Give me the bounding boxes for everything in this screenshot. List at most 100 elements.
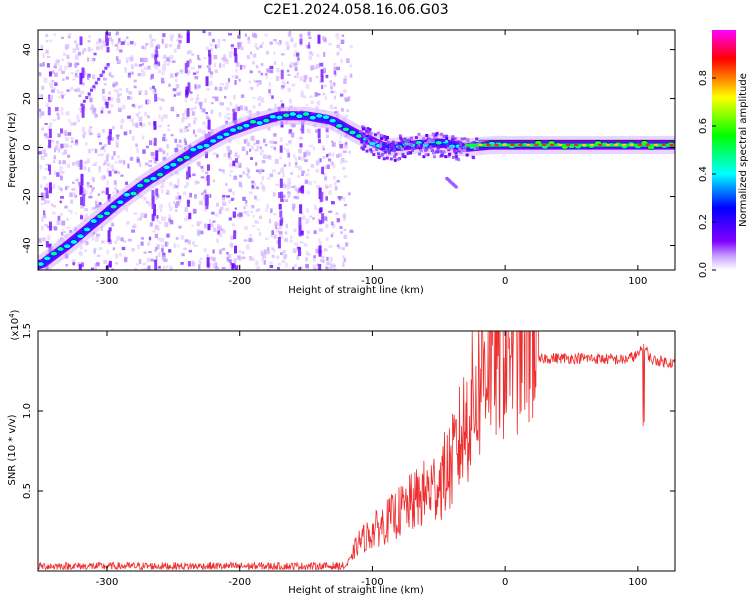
noise-cell <box>330 266 333 270</box>
noise-cell <box>318 228 323 232</box>
noise-cell <box>270 145 273 149</box>
noise-cell <box>257 228 260 231</box>
noise-cell <box>329 256 333 262</box>
noise-cell <box>161 189 164 194</box>
noise-cell <box>193 120 196 125</box>
streak-cell <box>185 171 189 180</box>
noise-cell <box>45 33 49 38</box>
noise-cell <box>162 33 166 38</box>
noise-cell <box>103 144 107 148</box>
noise-cell <box>152 38 156 42</box>
secondary-feature <box>80 103 84 107</box>
noise-cell <box>349 229 354 233</box>
noise-cell <box>266 177 271 180</box>
noise-cell <box>117 155 120 159</box>
turbulence-cell <box>430 147 434 151</box>
snr-frame <box>37 330 676 572</box>
streak-cell <box>301 121 305 134</box>
noise-cell <box>225 183 228 186</box>
noise-cell <box>172 185 175 189</box>
noise-cell <box>74 142 78 146</box>
snr-background <box>38 331 675 571</box>
streak-cell <box>151 199 155 210</box>
noise-cell <box>222 63 225 68</box>
noise-cell <box>100 225 104 231</box>
noise-cell <box>40 111 45 116</box>
ridge-blob <box>322 114 330 120</box>
noise-cell <box>125 207 129 212</box>
turbulence-cell <box>419 149 423 153</box>
noise-cell <box>183 138 187 143</box>
noise-cell <box>143 57 148 63</box>
noise-cell <box>178 139 182 143</box>
noise-cell <box>193 117 198 121</box>
noise-cell <box>81 126 85 132</box>
streak-cell <box>151 213 155 222</box>
spectrogram-x-axis: -300 -200 -100 0 100 <box>96 30 647 287</box>
noise-cell <box>169 54 174 60</box>
streak-cell <box>320 75 324 83</box>
turbulence-cell <box>401 147 405 151</box>
noise-cell <box>66 163 71 169</box>
noise-cell <box>92 163 97 166</box>
turbulence-cell <box>458 141 462 145</box>
noise-cell <box>114 43 119 47</box>
colorbar-ticks: 0.00.20.40.60.8 <box>698 70 716 278</box>
noise-cell <box>104 99 108 103</box>
noise-cell <box>296 255 299 260</box>
noise-cell <box>209 71 214 75</box>
noise-cell <box>54 107 59 112</box>
noise-cell <box>162 114 166 117</box>
noise-cell <box>166 56 171 59</box>
noise-cell <box>82 82 85 86</box>
noise-cell <box>103 149 106 153</box>
noise-cell <box>155 197 159 200</box>
streak-cell <box>82 194 86 207</box>
noise-cell <box>322 67 326 72</box>
noise-cell <box>38 94 42 99</box>
noise-cell <box>126 87 129 93</box>
noise-cell <box>148 201 151 207</box>
noise-cell <box>239 174 243 178</box>
noise-cell <box>259 146 262 150</box>
noise-cell <box>333 268 337 270</box>
noise-cell <box>246 210 249 216</box>
stable-line-peak <box>590 143 595 146</box>
noise-cell <box>204 223 207 229</box>
ridge-blob <box>229 127 237 133</box>
streak-cell <box>79 36 83 46</box>
noise-cell <box>129 40 134 45</box>
noise-cell <box>235 68 238 73</box>
noise-cell <box>143 213 148 218</box>
turbulence-cell <box>369 132 373 136</box>
turbulence-cell <box>390 145 394 149</box>
noise-cell <box>226 252 229 255</box>
noise-cell <box>106 168 110 173</box>
noise-cell <box>160 216 164 221</box>
turbulence-cell <box>475 137 479 141</box>
ridge-blob <box>269 114 277 120</box>
noise-cell <box>80 213 83 217</box>
noise-cell <box>155 46 158 51</box>
turbulence-cell <box>365 129 369 133</box>
ridge-blob <box>222 131 231 137</box>
noise-cell <box>111 155 114 160</box>
turbulence-cell <box>424 141 428 145</box>
noise-cell <box>114 161 119 164</box>
noise-cell <box>158 114 161 120</box>
snr-y-scale-close: ) <box>10 309 21 313</box>
noise-cell <box>274 61 277 65</box>
noise-cell <box>131 71 134 75</box>
turbulence-cell <box>362 134 366 138</box>
noise-cell <box>273 146 277 151</box>
noise-cell <box>107 96 111 101</box>
noise-cell <box>284 231 288 235</box>
noise-cell <box>320 258 323 263</box>
noise-cell <box>40 196 45 201</box>
noise-cell <box>316 185 321 189</box>
noise-cell <box>269 140 273 144</box>
noise-cell <box>330 234 334 238</box>
noise-cell <box>240 94 245 99</box>
noise-cell <box>310 65 315 71</box>
noise-cell <box>228 188 232 193</box>
